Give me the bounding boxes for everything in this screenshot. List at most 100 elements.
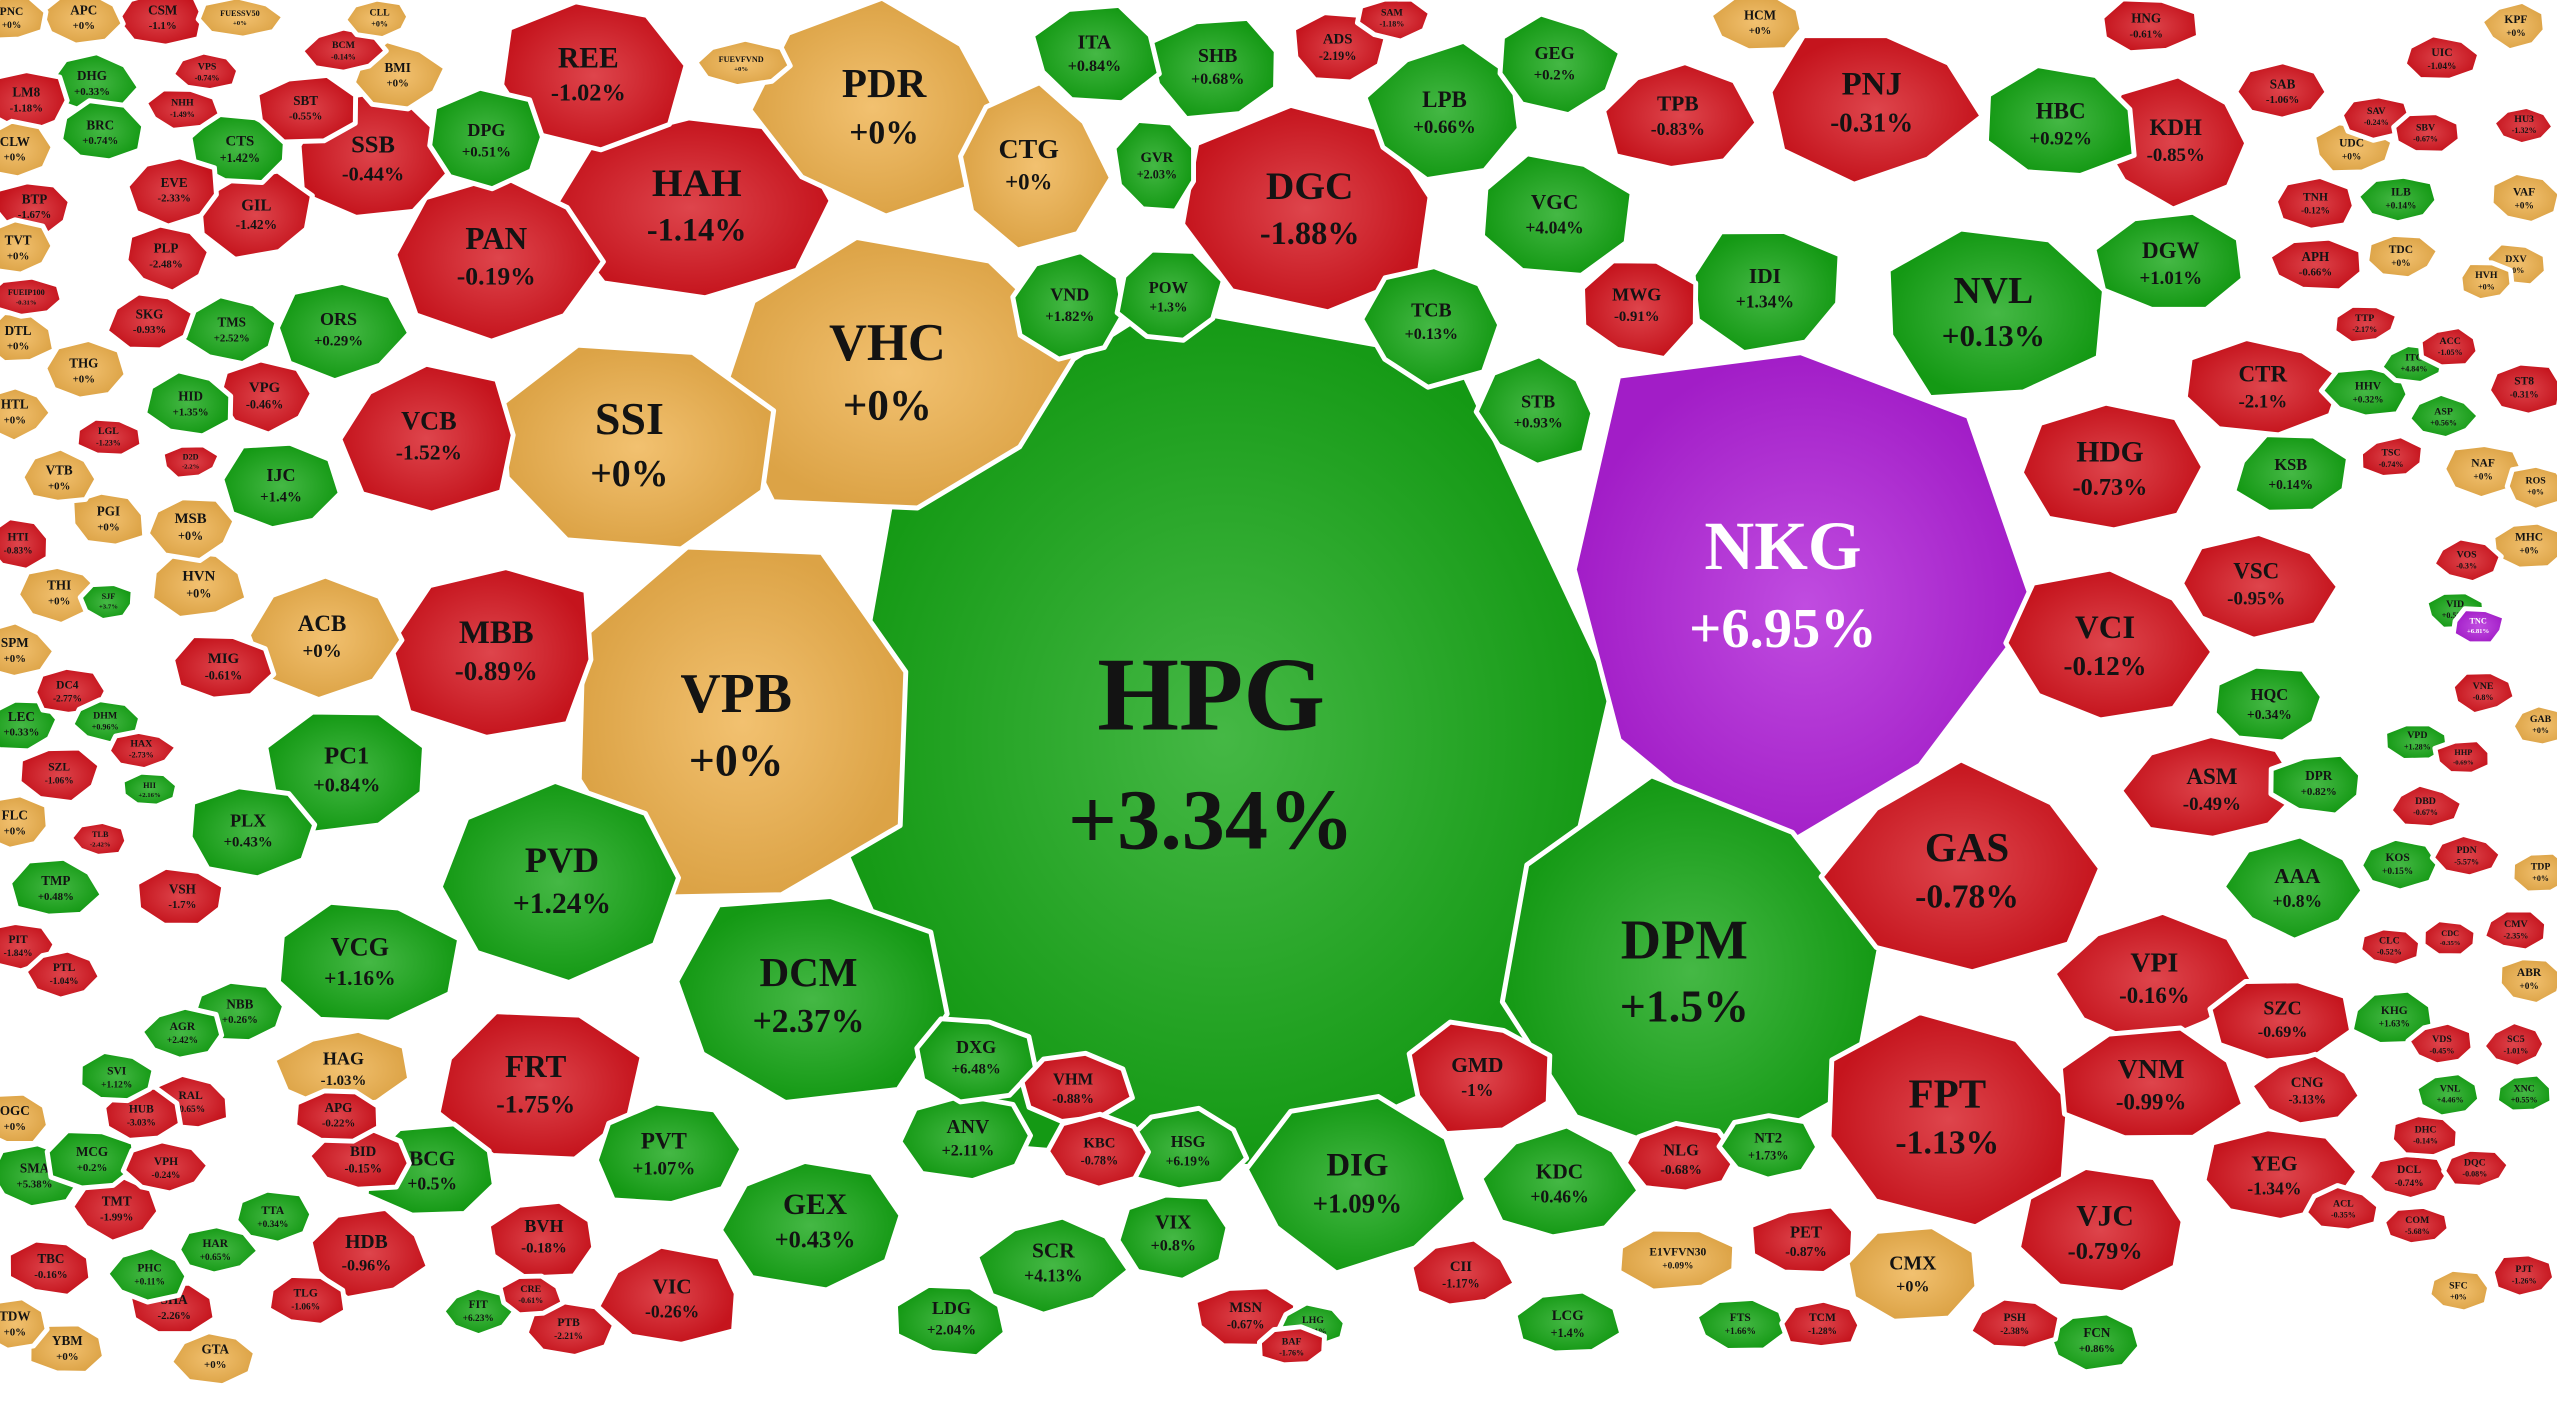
cell-TMS[interactable]: TMS+2.52%: [178, 293, 280, 367]
cell-ROS[interactable]: ROS+0%: [2504, 462, 2557, 513]
cell-SBT[interactable]: SBT-0.55%: [254, 72, 359, 145]
cell-HHP[interactable]: HHP-0.69%: [2432, 737, 2493, 777]
cell-DHC[interactable]: DHC-0.14%: [2388, 1112, 2461, 1160]
cell-TMP[interactable]: TMP+0.48%: [7, 855, 105, 919]
cell-IJC[interactable]: IJC+1.4%: [219, 440, 343, 532]
cell-SFC[interactable]: SFC+0%: [2426, 1266, 2493, 1315]
cell-NVL[interactable]: NVL+0.13%: [1885, 226, 2107, 401]
cell-HAX[interactable]: HAX-2.73%: [105, 728, 180, 773]
cell-CLL[interactable]: CLL+0%: [342, 0, 412, 42]
cell-VCB[interactable]: VCB-1.52%: [337, 361, 516, 516]
cell-DQC[interactable]: DQC-0.08%: [2441, 1146, 2512, 1190]
cell-FUEIP100[interactable]: FUEIP100-0.31%: [0, 274, 65, 319]
cell-CMV[interactable]: CMV-2.35%: [2480, 907, 2550, 954]
cell-TLB[interactable]: TLB-2.42%: [67, 819, 130, 859]
cell-TTP[interactable]: TTP-2.17%: [2331, 302, 2401, 347]
cell-TSC[interactable]: TSC-0.74%: [2357, 433, 2426, 480]
cell-BVH[interactable]: BVH-0.18%: [485, 1198, 597, 1281]
cell-TPB[interactable]: TPB-0.83%: [1601, 60, 1760, 171]
cell-KPF[interactable]: KPF+0%: [2478, 0, 2548, 54]
cell-SPM[interactable]: SPM+0%: [0, 619, 58, 680]
cell-SCR[interactable]: SCR+4.13%: [974, 1214, 1132, 1317]
cell-MIG[interactable]: MIG-0.61%: [170, 633, 277, 702]
cell-VNE[interactable]: VNE-0.8%: [2449, 669, 2518, 718]
cell-HCM[interactable]: HCM+0%: [1707, 0, 1805, 54]
cell-HU3[interactable]: HU3-1.32%: [2490, 103, 2557, 148]
cell-HNG[interactable]: HNG-0.61%: [2099, 0, 2202, 56]
cell-ABR[interactable]: ABR+0%: [2496, 955, 2557, 1007]
cell-LDG[interactable]: LDG+2.04%: [892, 1282, 1008, 1360]
cell-FTS[interactable]: FTS+1.66%: [1693, 1295, 1790, 1353]
cell-VCI[interactable]: VCI-0.12%: [2003, 566, 2216, 723]
cell-HTI[interactable]: HTI-0.83%: [0, 515, 51, 573]
cell-PNC[interactable]: PNC+0%: [0, 0, 49, 43]
cell-GTA[interactable]: GTA+0%: [167, 1329, 259, 1389]
cell-DPG[interactable]: DPG+0.51%: [427, 85, 545, 192]
cell-PLX[interactable]: PLX+0.43%: [187, 784, 318, 881]
cell-DCM[interactable]: DCM+2.37%: [674, 894, 950, 1105]
cell-CRE[interactable]: CRE-0.61%: [497, 1273, 566, 1318]
cell-PHC[interactable]: PHC+0.11%: [104, 1244, 190, 1305]
cell-VSH[interactable]: VSH-1.7%: [134, 864, 227, 928]
cell-SZL[interactable]: SZL-1.06%: [16, 745, 103, 806]
cell-PSH[interactable]: PSH-2.38%: [1967, 1295, 2063, 1352]
cell-HID[interactable]: HID+1.35%: [142, 368, 234, 439]
cell-NLG[interactable]: NLG-0.68%: [1622, 1120, 1740, 1195]
cell-VOS[interactable]: VOS-0.3%: [2430, 535, 2504, 586]
cell-VPS[interactable]: VPS-0.74%: [169, 49, 242, 93]
cell-TVT[interactable]: TVT+0%: [0, 217, 56, 277]
cell-FCN[interactable]: FCN+0.86%: [2046, 1310, 2143, 1375]
cell-HBC[interactable]: HBC+0.92%: [1983, 63, 2137, 178]
cell-AGR[interactable]: AGR+2.42%: [138, 1004, 225, 1062]
cell-VCG[interactable]: VCG+1.16%: [275, 899, 463, 1025]
cell-SC5[interactable]: SC5-1.01%: [2480, 1019, 2548, 1070]
cell-SKG[interactable]: SKG-0.93%: [103, 290, 197, 353]
cell-CSM[interactable]: CSM-1.1%: [114, 0, 206, 49]
cell-MWG[interactable]: MWG-0.91%: [1580, 258, 1699, 361]
cell-KBC[interactable]: KBC-0.78%: [1044, 1111, 1151, 1191]
cell-HQC[interactable]: HQC+0.34%: [2211, 663, 2325, 745]
cell-PLP[interactable]: PLP-2.48%: [123, 222, 212, 295]
cell-OGC[interactable]: OGC+0%: [0, 1090, 51, 1146]
cell-VNL[interactable]: VNL+4.46%: [2413, 1070, 2483, 1120]
cell-SVI[interactable]: SVI+1.12%: [77, 1049, 157, 1104]
cell-E1VFVN30[interactable]: E1VFVN30+0.09%: [1616, 1226, 1738, 1294]
cell-PNJ[interactable]: PNJ-0.31%: [1767, 33, 1985, 187]
cell-SJF[interactable]: SJF+3.7%: [77, 581, 136, 624]
cell-BAF[interactable]: BAF-1.76%: [1256, 1324, 1327, 1368]
cell-PVT[interactable]: PVT+1.07%: [593, 1100, 745, 1206]
cell-VND[interactable]: VND+1.82%: [1010, 249, 1127, 362]
cell-COM[interactable]: COM-5.68%: [2381, 1203, 2452, 1248]
cell-PJT[interactable]: PJT-1.26%: [2489, 1251, 2557, 1300]
cell-VIC[interactable]: VIC-0.26%: [595, 1243, 739, 1347]
cell-VSC[interactable]: VSC-0.95%: [2179, 530, 2342, 642]
cell-MHC[interactable]: MHC+0%: [2490, 519, 2557, 572]
cell-ITA[interactable]: ITA+0.84%: [1030, 2, 1162, 106]
cell-HII[interactable]: HII+2.16%: [119, 769, 181, 809]
cell-DCL[interactable]: DCL-0.74%: [2365, 1151, 2450, 1202]
cell-PET[interactable]: PET-0.87%: [1748, 1203, 1856, 1276]
cell-TNC[interactable]: TNC+6.81%: [2450, 606, 2508, 647]
cell-DBD[interactable]: DBD-0.67%: [2387, 781, 2466, 831]
cell-XNC[interactable]: XNC+0.55%: [2493, 1071, 2555, 1115]
cell-TDC[interactable]: TDC+0%: [2364, 231, 2442, 282]
cell-GEG[interactable]: GEG+0.2%: [1497, 11, 1624, 118]
cell-CTR[interactable]: CTR-2.1%: [2182, 336, 2346, 438]
cell-ILB[interactable]: ILB+0.14%: [2354, 173, 2440, 226]
cell-ACB[interactable]: ACB+0%: [245, 573, 405, 703]
cell-ORS[interactable]: ORS+0.29%: [274, 279, 413, 384]
cell-IDI[interactable]: IDI+1.34%: [1690, 229, 1843, 356]
cell-MSB[interactable]: MSB+0%: [144, 495, 238, 564]
cell-UIC[interactable]: UIC-1.04%: [2401, 32, 2483, 83]
cell-ST8[interactable]: ST8-0.31%: [2485, 360, 2557, 418]
cell-CNG[interactable]: CNG-3.13%: [2248, 1051, 2363, 1128]
cell-LCG[interactable]: LCG+1.4%: [1512, 1288, 1625, 1356]
cell-GVR[interactable]: GVR+2.03%: [1111, 117, 1197, 214]
cell-CII[interactable]: CII-1.17%: [1408, 1236, 1518, 1309]
cell-ASP[interactable]: ASP+0.56%: [2406, 390, 2482, 441]
cell-HVH[interactable]: HVH+0%: [2457, 260, 2515, 304]
cell-GAB[interactable]: GAB+0%: [2509, 702, 2557, 749]
cell-APC[interactable]: APC+0%: [38, 0, 126, 48]
cell-LGL[interactable]: LGL-1.23%: [73, 415, 145, 459]
